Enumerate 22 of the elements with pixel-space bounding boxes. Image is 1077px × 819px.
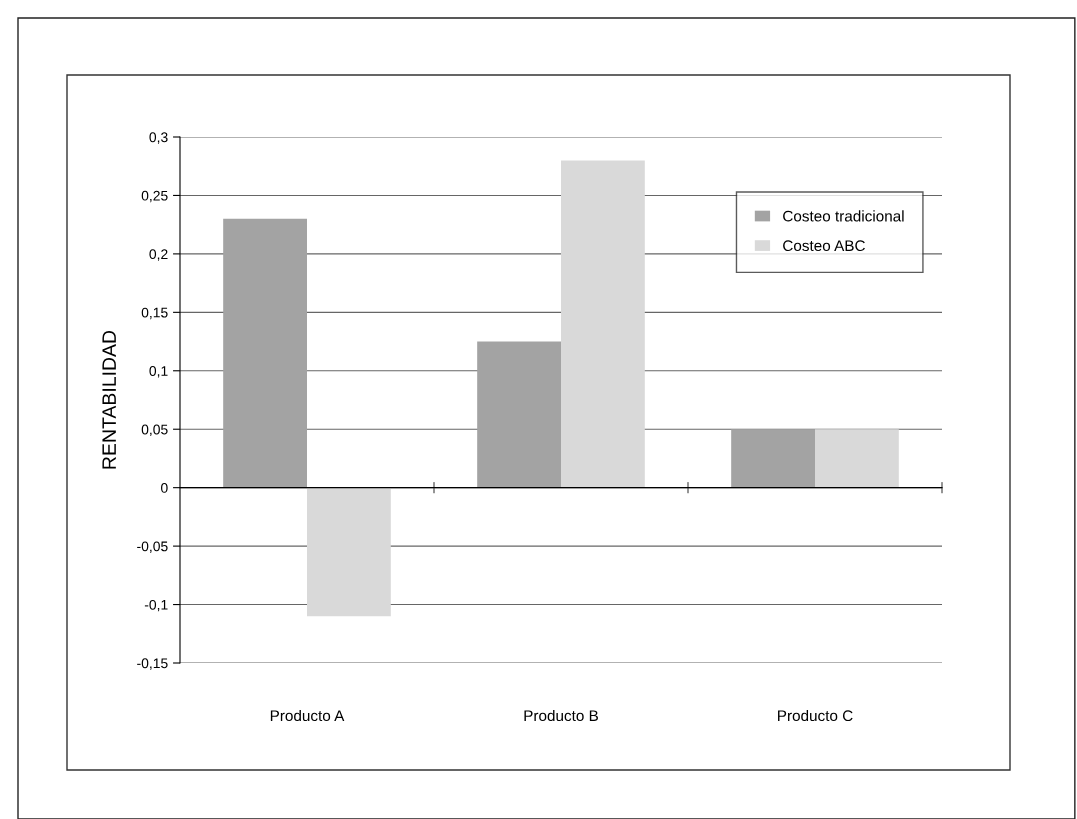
bar [561, 160, 645, 488]
y-axis-title: RENTABILIDAD [102, 330, 116, 469]
y-tick-label: 0,05 [141, 424, 168, 437]
legend-label: Costeo tradicional [783, 210, 904, 222]
y-tick-label: 0,1 [149, 366, 168, 378]
y-tick-label: 0,3 [149, 132, 168, 144]
y-tick-label: 0,25 [141, 190, 168, 203]
bar [815, 429, 899, 488]
x-tick-label: Producto A [270, 709, 345, 722]
bar [731, 429, 815, 488]
x-tick-label: Producto C [778, 709, 853, 722]
bar [477, 341, 561, 488]
x-tick-label: Producto B [524, 709, 598, 722]
y-tick-label: -0,05 [137, 541, 168, 553]
y-tick-label: 0,2 [149, 249, 168, 261]
y-tick-label: -0,1 [144, 599, 168, 612]
y-tick-label: 0,15 [141, 307, 168, 320]
bar [307, 487, 391, 617]
legend-label: Costeo ABC [783, 240, 865, 252]
y-tick-label: -0,15 [137, 658, 168, 670]
y-tick-label: 0 [161, 483, 168, 493]
bar [223, 218, 307, 488]
